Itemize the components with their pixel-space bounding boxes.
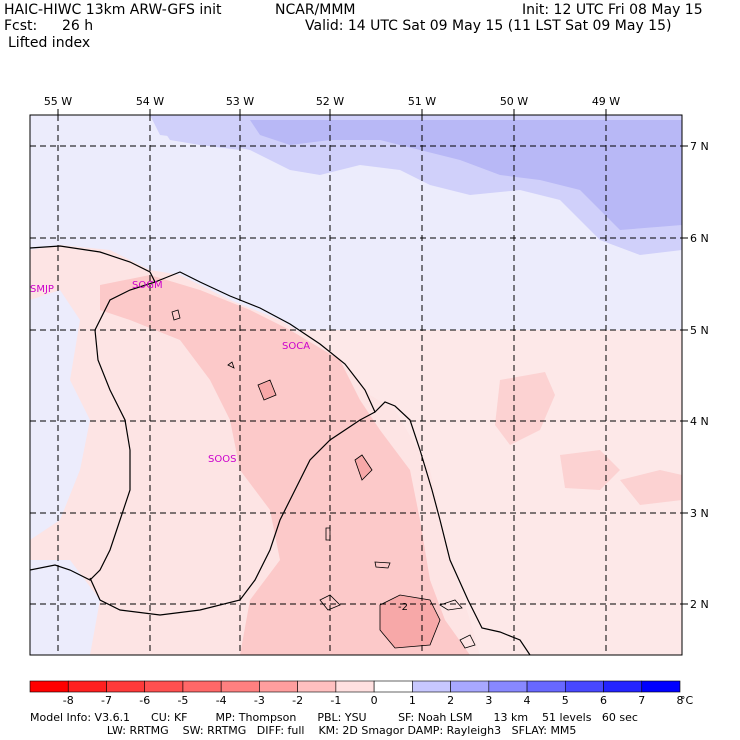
- colorbar-tick-label: 4: [523, 694, 531, 707]
- station-smjp: SMJP: [30, 284, 54, 295]
- forecast-hours: 26 h: [62, 18, 94, 34]
- lon-label-54w: 54 W: [136, 95, 164, 108]
- org-label: NCAR/MMM: [275, 2, 356, 18]
- colorbar-swatch: [564, 680, 604, 693]
- colorbar-tick-label: 0: [370, 694, 378, 707]
- lat-label-4n: 4 N: [690, 415, 709, 428]
- colorbar-swatch: [641, 680, 681, 693]
- lat-label-3n: 3 N: [690, 507, 709, 520]
- model-title: HAIC-HIWC 13km ARW-GFS init: [4, 2, 222, 18]
- lon-label-50w: 50 W: [500, 95, 528, 108]
- lon-label-53w: 53 W: [226, 95, 254, 108]
- colorbar-swatch: [450, 680, 490, 693]
- colorbar-swatch: [412, 680, 451, 693]
- lon-label-51w: 51 W: [408, 95, 436, 108]
- field-name: Lifted index: [8, 35, 91, 51]
- lat-label-5n: 5 N: [690, 324, 709, 337]
- colorbar-swatch: [259, 680, 298, 693]
- colorbar-tick-label: -2: [292, 694, 304, 707]
- colorbar-swatch: [603, 680, 643, 693]
- station-soos: SOOS: [208, 454, 236, 465]
- model-info-line1: Model Info: V3.6.1 CU: KF MP: Thompson P…: [30, 711, 638, 724]
- valid-time: Valid: 14 UTC Sat 09 May 15 (11 LST Sat …: [305, 18, 672, 34]
- colorbar-tick-label: 2: [447, 694, 455, 707]
- forecast-label: Fcst:: [4, 18, 38, 34]
- colorbar-tick-label: -5: [177, 694, 189, 707]
- lat-label-6n: 6 N: [690, 232, 709, 245]
- colorbar-swatch: [182, 680, 222, 693]
- colorbar-tick-label: -7: [100, 694, 112, 707]
- lon-label-52w: 52 W: [316, 95, 344, 108]
- graticule: [30, 115, 682, 655]
- colorbar-swatch: [220, 680, 260, 693]
- contour-label: -2: [398, 602, 408, 613]
- colorbar-swatch: [373, 680, 413, 693]
- station-soca: SOCA: [282, 341, 310, 352]
- colorbar-swatch: [29, 680, 69, 693]
- colorbar-tick-label: -1: [330, 694, 342, 707]
- lon-label-49w: 49 W: [592, 95, 620, 108]
- model-info-line2: LW: RRTMG SW: RRTMG DIFF: full KM: 2D Sm…: [30, 724, 577, 737]
- colorbar-tick-label: 8: [676, 694, 684, 707]
- frame-ticks: [57, 109, 688, 605]
- colorbar-tick-label: 7: [638, 694, 646, 707]
- contours: [171, 309, 476, 649]
- colorbar-swatch: [335, 680, 375, 693]
- colorbar-tick-label: -6: [139, 694, 151, 707]
- colorbar-swatch: [106, 680, 146, 693]
- station-sogm: SOGM: [132, 280, 163, 291]
- colorbar-tick-label: 3: [485, 694, 493, 707]
- colorbar-tick-label: -4: [215, 694, 227, 707]
- colorbar-tick-label: -8: [62, 694, 74, 707]
- colorbar-swatch: [488, 680, 528, 693]
- lat-label-2n: 2 N: [690, 598, 709, 611]
- colorbar-unit: °C: [680, 694, 694, 707]
- init-time: Init: 12 UTC Fri 08 May 15: [522, 2, 703, 18]
- colorbar-swatch: [144, 680, 184, 693]
- colorbar-tick-label: 5: [561, 694, 569, 707]
- colorbar-tick-label: 6: [600, 694, 608, 707]
- lon-label-55w: 55 W: [44, 95, 72, 108]
- colorbar-swatch: [67, 680, 107, 693]
- colorbar-tick-label: 1: [408, 694, 416, 707]
- colorbar-swatch: [297, 680, 337, 693]
- shaded-field: [30, 115, 682, 655]
- coastlines: [30, 245, 531, 655]
- lat-label-7n: 7 N: [690, 140, 709, 153]
- colorbar-swatch: [526, 680, 566, 693]
- map-frame: [29, 114, 683, 656]
- colorbar-tick-label: -3: [253, 694, 265, 707]
- colorbar: [29, 680, 681, 693]
